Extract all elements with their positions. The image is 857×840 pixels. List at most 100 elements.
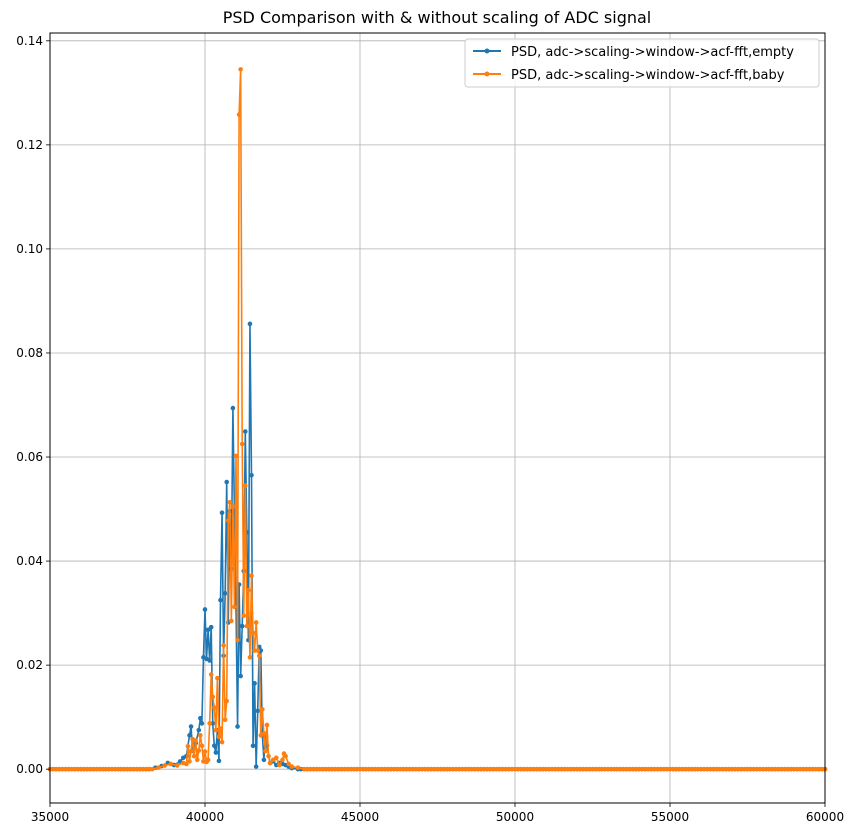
x-tick-label: 50000 xyxy=(496,810,534,824)
legend-marker-empty xyxy=(484,48,490,54)
data-point xyxy=(218,726,223,731)
legend-marker-baby xyxy=(484,71,490,77)
data-point xyxy=(233,453,239,459)
data-point xyxy=(174,763,180,768)
data-point xyxy=(280,757,285,763)
data-point xyxy=(264,722,270,728)
data-point xyxy=(219,510,225,515)
legend-frame xyxy=(464,38,820,88)
y-tick-label: 0.08 xyxy=(16,346,43,360)
data-point xyxy=(266,753,271,759)
data-point xyxy=(193,738,198,743)
y-tick-label: 0.00 xyxy=(16,762,43,776)
series-layer xyxy=(47,67,828,772)
data-point xyxy=(224,698,229,704)
y-tick-label: 0.10 xyxy=(16,242,43,256)
data-point xyxy=(286,761,292,767)
series-line xyxy=(50,323,825,770)
data-point xyxy=(261,731,267,737)
x-tick-label: 55000 xyxy=(651,810,689,824)
data-point xyxy=(196,748,202,753)
data-point xyxy=(250,630,256,636)
data-point xyxy=(236,112,242,117)
data-point xyxy=(238,673,243,679)
data-point xyxy=(239,623,245,629)
y-tick-label: 0.14 xyxy=(16,34,43,48)
data-point xyxy=(207,721,212,726)
x-tick-label: 35000 xyxy=(31,810,69,824)
data-point xyxy=(194,757,200,763)
data-point xyxy=(277,762,282,768)
data-point xyxy=(199,743,205,749)
data-point xyxy=(212,705,217,711)
data-point xyxy=(187,733,192,738)
data-point xyxy=(208,672,214,677)
data-point xyxy=(249,472,254,478)
data-point xyxy=(225,518,231,523)
data-point xyxy=(224,479,229,485)
data-point xyxy=(235,724,240,729)
x-tick-label: 40000 xyxy=(186,810,224,824)
data-point xyxy=(222,591,228,596)
data-point xyxy=(221,643,226,648)
data-point xyxy=(196,727,202,733)
data-point xyxy=(198,733,203,738)
legend-label-empty: PSD, adc->scaling->window->acf-fft,empty xyxy=(511,45,794,60)
data-point xyxy=(212,743,217,749)
data-point xyxy=(202,749,208,754)
data-point xyxy=(255,708,260,714)
data-point xyxy=(230,504,236,509)
data-point xyxy=(184,761,189,767)
data-point xyxy=(252,681,257,686)
data-point xyxy=(249,573,254,578)
data-point xyxy=(235,637,240,643)
data-point xyxy=(222,717,228,723)
y-tick-label: 0.04 xyxy=(16,554,43,568)
data-point xyxy=(253,764,259,769)
legend-label-baby: PSD, adc->scaling->window->acf-fft,baby xyxy=(511,68,785,83)
data-point xyxy=(156,765,161,770)
data-point xyxy=(207,658,212,663)
plot-frame xyxy=(49,32,826,804)
data-point xyxy=(215,675,220,681)
y-axis: 0.00 0.02 0.04 0.06 0.08 0.10 0.12 0.14 xyxy=(16,34,50,776)
data-point xyxy=(150,766,155,772)
data-point xyxy=(205,627,211,633)
data-point xyxy=(213,727,219,733)
y-tick-label: 0.02 xyxy=(16,658,43,672)
data-point xyxy=(213,750,219,755)
data-point xyxy=(263,748,268,754)
data-point xyxy=(210,694,216,700)
data-point xyxy=(261,757,267,763)
series-line xyxy=(50,68,825,770)
data-point xyxy=(216,734,222,740)
data-point xyxy=(188,724,194,729)
data-point xyxy=(250,743,256,749)
data-point xyxy=(218,597,223,603)
data-point xyxy=(267,760,273,766)
data-point xyxy=(238,67,243,72)
data-point xyxy=(205,757,211,763)
data-point xyxy=(199,721,205,726)
data-point xyxy=(191,753,197,759)
data-point xyxy=(168,761,174,767)
data-point xyxy=(219,739,225,745)
y-tick-label: 0.06 xyxy=(16,450,43,464)
data-point xyxy=(162,763,167,768)
data-point xyxy=(283,753,288,759)
data-point xyxy=(244,623,250,629)
data-point xyxy=(208,624,214,630)
data-point xyxy=(256,653,262,659)
legend: PSD, adc->scaling->window->acf-fft,empty… xyxy=(464,38,820,88)
data-point xyxy=(187,759,192,764)
data-point xyxy=(247,655,253,660)
data-point xyxy=(188,748,194,754)
data-point xyxy=(289,764,295,769)
data-point xyxy=(247,321,253,327)
x-axis: 35000 40000 45000 50000 55000 60000 xyxy=(31,803,844,824)
data-point xyxy=(202,607,208,612)
series-empty xyxy=(47,321,828,772)
data-point xyxy=(253,620,259,625)
